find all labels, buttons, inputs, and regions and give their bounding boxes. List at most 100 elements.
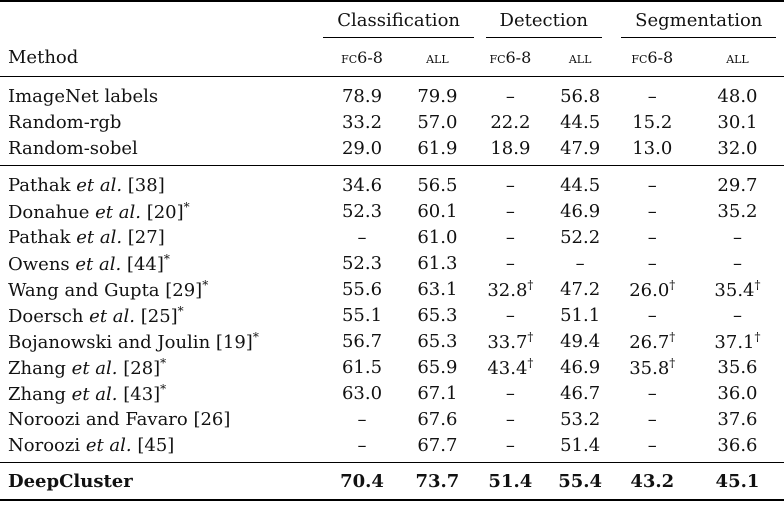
method-name-text: Bojanowski and Joulin [19]: [8, 331, 253, 353]
cell: 51.4: [547, 432, 614, 463]
cell-value: –: [505, 408, 515, 430]
cell: 22.2: [490, 111, 531, 133]
cell-value: 61.5: [341, 356, 383, 378]
et-al-text: et al.: [75, 253, 122, 275]
row-method-name: Noroozi and Favaro [26]: [0, 406, 323, 432]
cell: –: [614, 380, 691, 406]
table-row: Pathak et al. [27] – 61.0 – 52.2 – –: [0, 224, 784, 250]
cell: –: [691, 302, 784, 328]
cell: 32.0: [717, 137, 758, 159]
cell-value: 52.2: [560, 226, 601, 248]
row-method-name: Random-sobel: [8, 137, 138, 159]
cell: 36.0: [691, 380, 784, 406]
cell: –: [647, 85, 657, 107]
star-mark: *: [183, 199, 190, 214]
cell-value: 63.0: [341, 382, 383, 404]
row-method-name: Noroozi et al. [45]: [0, 432, 323, 463]
dagger-mark: †: [527, 329, 534, 344]
cell-value: –: [647, 252, 657, 274]
cell: 46.9: [547, 354, 614, 380]
cell: 44.5: [547, 166, 614, 198]
method-name-text: Wang and Gupta [29]: [8, 279, 203, 301]
cell: –: [474, 302, 547, 328]
cell-value: 63.1: [417, 278, 458, 300]
group-header-segmentation: Segmentation: [614, 2, 784, 38]
citation-text: [43]: [117, 383, 161, 405]
cell: 35.4†: [691, 276, 784, 302]
cell: –: [614, 224, 691, 250]
cell-value: 52.3: [341, 252, 383, 274]
method-column-header: Method: [8, 46, 79, 68]
table-row: Noroozi and Favaro [26] – 67.6 – 53.2 – 37.6: [0, 406, 784, 432]
cell-value: 67.7: [417, 434, 458, 456]
cell: 33.2: [341, 111, 383, 133]
cell-value: –: [647, 434, 657, 456]
cell: –: [614, 198, 691, 224]
cell-value: –: [647, 304, 657, 326]
cell-value: –: [505, 200, 515, 222]
cell: 37.6: [691, 406, 784, 432]
row-method-name: Zhang et al. [43]*: [0, 380, 323, 406]
col-header-det-fc: fc6-8: [489, 47, 532, 67]
method-name-text: Noroozi: [8, 434, 86, 456]
table-row: Wang and Gupta [29]* 55.6 63.1 32.8† 47.2 26.…: [0, 276, 784, 302]
cell: 61.0: [401, 224, 474, 250]
table-row: ImageNet labels 78.9 79.9 – 56.8 – 48.0: [0, 77, 784, 109]
cell: 56.7: [323, 328, 401, 354]
star-mark: *: [202, 277, 209, 292]
cell: 36.6: [691, 432, 784, 463]
cell-value: –: [647, 200, 657, 222]
star-mark: *: [160, 355, 167, 370]
cell: 53.2: [547, 406, 614, 432]
cell-value: 55.6: [341, 278, 383, 300]
cell: 56.8: [560, 85, 601, 107]
cell: 57.0: [417, 111, 458, 133]
cell: 46.7: [547, 380, 614, 406]
cell-value: 67.1: [417, 382, 458, 404]
cell-value: –: [505, 434, 515, 456]
cell: 47.2: [547, 276, 614, 302]
row-method-name: ImageNet labels: [8, 85, 159, 107]
cell-value: –: [357, 226, 367, 248]
cell: 73.7: [415, 470, 460, 492]
cell-value: 34.6: [341, 174, 383, 196]
cell: –: [691, 250, 784, 276]
cell-value: –: [505, 174, 515, 196]
cell-value: 33.7: [487, 331, 528, 353]
row-method-name: Donahue et al. [20]*: [0, 198, 323, 224]
et-al-text: et al.: [95, 201, 141, 223]
cell: –: [474, 166, 547, 198]
cell: 43.4†: [474, 354, 547, 380]
method-name-text: Owens: [8, 253, 76, 275]
cell: –: [474, 224, 547, 250]
cell-value: –: [647, 226, 657, 248]
dagger-mark: †: [754, 329, 761, 344]
cell-value: –: [732, 226, 742, 248]
et-al-text: et al.: [71, 357, 118, 379]
cell-value: 35.2: [717, 200, 758, 222]
cell: 32.8†: [474, 276, 547, 302]
cell-value: –: [505, 226, 515, 248]
cell-value: 35.8: [629, 357, 670, 379]
citation-text: [27]: [122, 226, 165, 248]
star-mark: *: [160, 381, 167, 396]
cell-value: 43.4: [487, 357, 528, 379]
cell-value: 65.3: [417, 330, 458, 352]
cell-value: –: [505, 304, 515, 326]
table-row: Owens et al. [44]* 52.3 61.3 – – – –: [0, 250, 784, 276]
column-header-row: Method fc6-8 all fc6-8 all fc6-8 all: [0, 38, 784, 77]
col-header-seg-fc: fc6-8: [631, 47, 674, 67]
citation-text: [28]: [117, 357, 161, 379]
et-al-text: et al.: [85, 434, 132, 456]
cell: –: [474, 380, 547, 406]
cell-value: 56.7: [341, 330, 383, 352]
star-mark: *: [163, 251, 170, 266]
cell-value: 36.6: [717, 434, 758, 456]
cell-value: –: [647, 408, 657, 430]
cell: 65.3: [401, 302, 474, 328]
cell: 29.0: [341, 137, 383, 159]
cell-value: 32.8: [487, 279, 528, 301]
cell: 37.1†: [691, 328, 784, 354]
cell: 46.9: [547, 198, 614, 224]
cell: –: [323, 432, 401, 463]
